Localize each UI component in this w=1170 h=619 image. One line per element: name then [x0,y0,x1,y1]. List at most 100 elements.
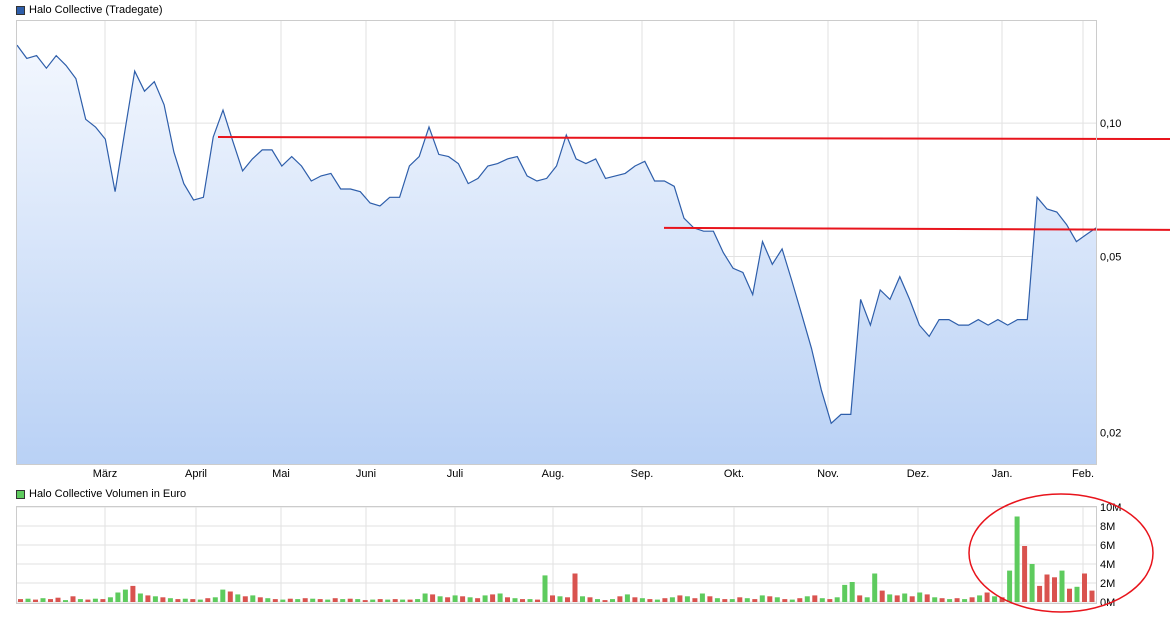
volume-y-tick-label: 2M [1100,578,1115,590]
volume-bar [340,599,346,602]
price-x-tick-label: Jan. [992,468,1013,480]
volume-bars [18,516,1095,603]
volume-bar [789,599,795,602]
volume-bar [347,598,353,602]
red-horizontal-line [217,136,1170,141]
volume-bar [797,598,803,602]
volume-bar [662,598,668,602]
volume-bar [684,596,690,602]
volume-bar [842,584,848,602]
volume-bar [377,599,383,602]
volume-bar [954,598,960,602]
volume-bar [909,596,915,602]
volume-bar [535,599,540,602]
volume-bar [445,597,451,603]
volume-bar [902,593,908,602]
volume-bar [137,593,143,602]
volume-bar [812,595,818,602]
price-x-tick-label: Aug. [542,468,565,480]
volume-bar [639,598,645,602]
volume-bar [550,595,555,602]
volume-bar [63,600,68,602]
volume-bar [1029,564,1035,602]
volume-bar [587,597,593,603]
volume-bar [33,599,38,602]
volume-chart-legend: Halo Collective Volumen in Euro [16,488,186,500]
price-x-tick-label: Sep. [631,468,654,480]
volume-bar [1082,573,1087,602]
volume-grid [17,506,1096,603]
volume-bar [152,596,158,602]
volume-bar [385,599,391,602]
volume-bar [92,598,98,602]
volume-bar [197,599,203,602]
volume-bar [1022,546,1028,602]
volume-bar [167,598,173,602]
volume-bar [610,599,615,602]
volume-bar [894,595,900,602]
volume-bar [242,596,248,602]
volume-bar [984,592,990,602]
volume-bar [310,598,316,602]
volume-bar [774,597,780,603]
price-legend-swatch [16,5,25,15]
volume-bar [1014,516,1020,602]
volume-bar [827,599,833,602]
volume-bar [1044,574,1050,602]
volume-bar [512,598,518,602]
volume-bar [70,596,76,602]
volume-bar [497,593,503,602]
price-area-fill [17,45,1096,464]
volume-bar [1052,577,1057,602]
volume-bar [107,597,113,603]
volume-bar [415,599,421,602]
volume-bar [992,596,998,602]
volume-legend-swatch [16,489,25,499]
volume-bar [392,599,398,602]
volume-bar [175,599,181,602]
volume-bar [692,598,698,602]
price-x-tick-label: Juni [356,468,376,480]
price-chart-legend: Halo Collective (Tradegate) [16,4,162,16]
price-y-axis: 0,10 0,05 0,02 [1100,118,1121,440]
volume-bar [602,600,608,602]
volume-y-tick-label: 8M [1100,521,1115,533]
volume-bar [669,597,675,603]
price-x-tick-label: April [185,468,207,480]
volume-bar [362,600,368,602]
volume-bar [1074,586,1080,602]
volume-bar [430,594,436,602]
volume-bar [55,597,61,602]
volume-bar [100,599,106,602]
price-x-tick-label: Feb. [1072,468,1094,480]
volume-bar [939,598,945,602]
volume-bar [302,598,308,602]
volume-bar [235,594,241,602]
volume-bar [295,599,301,602]
volume-bar [744,598,750,602]
price-y-tick-label: 0,02 [1100,428,1121,440]
volume-bar [1089,590,1095,602]
volume-bar [647,599,653,602]
volume-bar [737,597,743,603]
volume-bar [962,599,968,602]
volume-bar [520,599,525,602]
volume-bar [924,594,930,602]
volume-bar [280,599,286,602]
price-x-tick-label: März [93,468,117,480]
volume-bar [227,591,233,602]
volume-bar [834,597,840,603]
price-line [16,44,1097,425]
price-plot-border [16,20,1097,465]
volume-bar [490,594,496,602]
volume-bar [999,597,1005,603]
volume-bar [729,599,735,602]
volume-bar [220,589,226,602]
volume-bar [130,585,136,602]
volume-bar [714,598,720,602]
volume-bar [18,599,23,602]
volume-bar [857,595,863,602]
volume-bar [632,597,638,603]
volume-bar [48,599,53,602]
